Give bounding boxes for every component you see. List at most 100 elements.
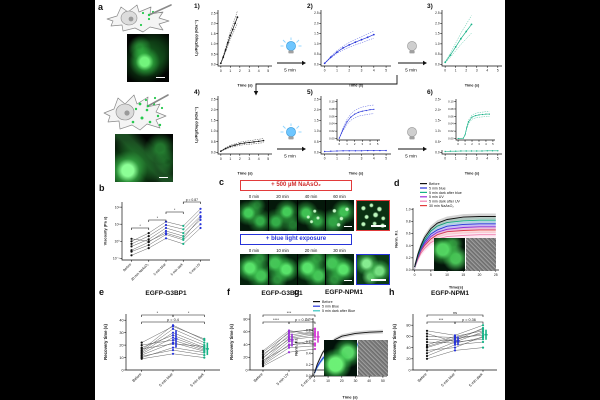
svg-text:0: 0	[245, 368, 247, 372]
blue-micrograph-strip	[240, 254, 354, 285]
svg-text:1: 1	[229, 157, 231, 161]
frap-inset-fluorescence	[434, 238, 465, 271]
svg-text:1: 1	[346, 142, 348, 146]
panel-h-label: h	[389, 287, 395, 297]
panel-a-label: a	[98, 2, 104, 12]
svg-text:5: 5	[267, 69, 269, 73]
svg-text:0: 0	[220, 157, 222, 161]
svg-text:0.0: 0.0	[306, 374, 311, 378]
svg-text:Time(s): Time(s)	[449, 285, 464, 290]
svg-text:80: 80	[406, 324, 410, 328]
panel-e-title: EGFP-G3BP1	[145, 290, 187, 297]
chart-a1: 0.0 0.5 1.0 1.5 2.0 2.5 0 1 2 3 4 5 Lp/Rg/Dapp (kDa⁻…	[194, 10, 272, 88]
svg-text:2.0: 2.0	[314, 21, 319, 25]
svg-text:0: 0	[457, 142, 459, 146]
microinjection-needle-icon	[148, 4, 172, 16]
naaso2-timepoints: 0 min 20 min 40 min 60 min	[249, 194, 347, 199]
svg-text:Time (s): Time (s)	[465, 172, 480, 176]
legend-label: 5 min Blue	[322, 305, 339, 309]
svg-text:0: 0	[324, 69, 326, 73]
svg-text:1.0: 1.0	[435, 129, 440, 133]
arrow-head	[302, 146, 306, 152]
svg-text:30 min NaAsO₂: 30 min NaAsO₂	[130, 262, 150, 282]
arrow-head	[423, 146, 427, 152]
npm1-frap-legend: Before 5 min Blue 5 min dark after Blue	[313, 300, 355, 313]
svg-text:10¹: 10¹	[115, 222, 121, 226]
nucleolus	[128, 16, 134, 22]
svg-text:2: 2	[348, 69, 350, 73]
svg-text:0: 0	[444, 69, 446, 73]
svg-text:50: 50	[381, 379, 385, 383]
svg-text:0.2: 0.2	[306, 363, 311, 367]
svg-text:5 min dark: 5 min dark	[468, 372, 483, 387]
svg-text:0.0: 0.0	[211, 150, 216, 154]
timepoint-label: 0 min	[249, 248, 260, 253]
svg-text:5 min dark: 5 min dark	[170, 262, 184, 276]
svg-text:***: ***	[287, 311, 292, 315]
figure-canvas: a 1) 0.0 0.5 1.0 1.5 2.0 2.5 0 1 2 3 4 5 Lp/Rg/Dapp …	[95, 0, 505, 400]
svg-text:1.0: 1.0	[435, 42, 440, 46]
svg-text:3: 3	[362, 142, 364, 146]
svg-text:p = 0.14: p = 0.14	[295, 318, 309, 322]
bulb-blue-icon	[280, 37, 302, 54]
svg-text:0.0: 0.0	[211, 63, 216, 67]
legend-label: 30 min NaAsO₂	[429, 204, 454, 208]
cell-diagram-stressed	[103, 94, 169, 131]
svg-text:p = 0.36: p = 0.36	[462, 318, 476, 322]
svg-text:25: 25	[494, 273, 498, 277]
micrograph-tile	[326, 200, 354, 231]
svg-text:3: 3	[361, 157, 363, 161]
micrograph-tile	[297, 254, 326, 285]
legend-label: Before	[429, 182, 440, 186]
plot2-number: 2)	[307, 3, 313, 10]
svg-text:10: 10	[445, 273, 449, 277]
svg-text:Lp/Rg/Dapp (kDa⁻¹): Lp/Rg/Dapp (kDa⁻¹)	[194, 19, 199, 56]
svg-text:*: *	[174, 208, 176, 212]
scale-bar	[371, 225, 386, 227]
svg-text:2.0: 2.0	[435, 108, 440, 112]
svg-text:0.5: 0.5	[435, 140, 440, 144]
svg-text:1.0: 1.0	[314, 129, 319, 133]
svg-text:p = 0.4: p = 0.4	[167, 318, 179, 322]
svg-text:Time (s): Time (s)	[349, 172, 364, 176]
panel-f-title: EGFP-G3BP1	[261, 290, 303, 297]
svg-text:0.6: 0.6	[406, 232, 411, 236]
svg-text:1: 1	[229, 69, 231, 73]
timepoint-label: 20 min	[276, 194, 289, 199]
svg-text:5: 5	[492, 142, 494, 146]
svg-text:2.5: 2.5	[314, 11, 319, 15]
svg-text:0.6: 0.6	[306, 340, 311, 344]
needle-tip	[147, 13, 151, 17]
frap-legend: Before 5 min blue 5 min dark after blue …	[420, 182, 462, 208]
svg-text:0.4: 0.4	[306, 351, 311, 355]
svg-text:Time (s): Time (s)	[349, 84, 364, 88]
svg-text:10⁰: 10⁰	[114, 239, 120, 243]
svg-text:0.00: 0.00	[329, 137, 335, 141]
micrograph-tile	[326, 254, 354, 285]
timepoint-label: 0 min	[249, 194, 260, 199]
svg-text:5 min dark: 5 min dark	[190, 372, 205, 387]
fluorescence-image-before	[127, 34, 169, 82]
chart-a6-inset: 0.00 0.02 0.04 0.06 0.08 0.10 0 1 2 3 4 5	[441, 96, 497, 150]
arrow-head	[423, 60, 427, 66]
svg-text:0.02: 0.02	[448, 129, 454, 133]
flow-connector	[253, 75, 398, 96]
micrograph-tile	[240, 200, 268, 231]
dark-step-2: 5 min	[398, 127, 427, 160]
svg-text:4: 4	[258, 157, 260, 161]
svg-text:3: 3	[476, 69, 478, 73]
svg-text:0.8: 0.8	[406, 220, 411, 224]
svg-text:Norm. F.I.: Norm. F.I.	[394, 230, 399, 248]
svg-text:10⁻¹: 10⁻¹	[113, 257, 121, 261]
nucleolus	[124, 110, 130, 116]
svg-text:4: 4	[373, 69, 375, 73]
svg-text:2.5: 2.5	[314, 97, 319, 101]
svg-text:2.5: 2.5	[211, 97, 216, 101]
svg-text:0.00: 0.00	[448, 137, 454, 141]
svg-text:2: 2	[465, 69, 467, 73]
svg-text:Viscosity (Pa s): Viscosity (Pa s)	[103, 216, 108, 245]
svg-text:Time (s): Time (s)	[237, 83, 253, 88]
svg-text:*: *	[188, 311, 190, 315]
